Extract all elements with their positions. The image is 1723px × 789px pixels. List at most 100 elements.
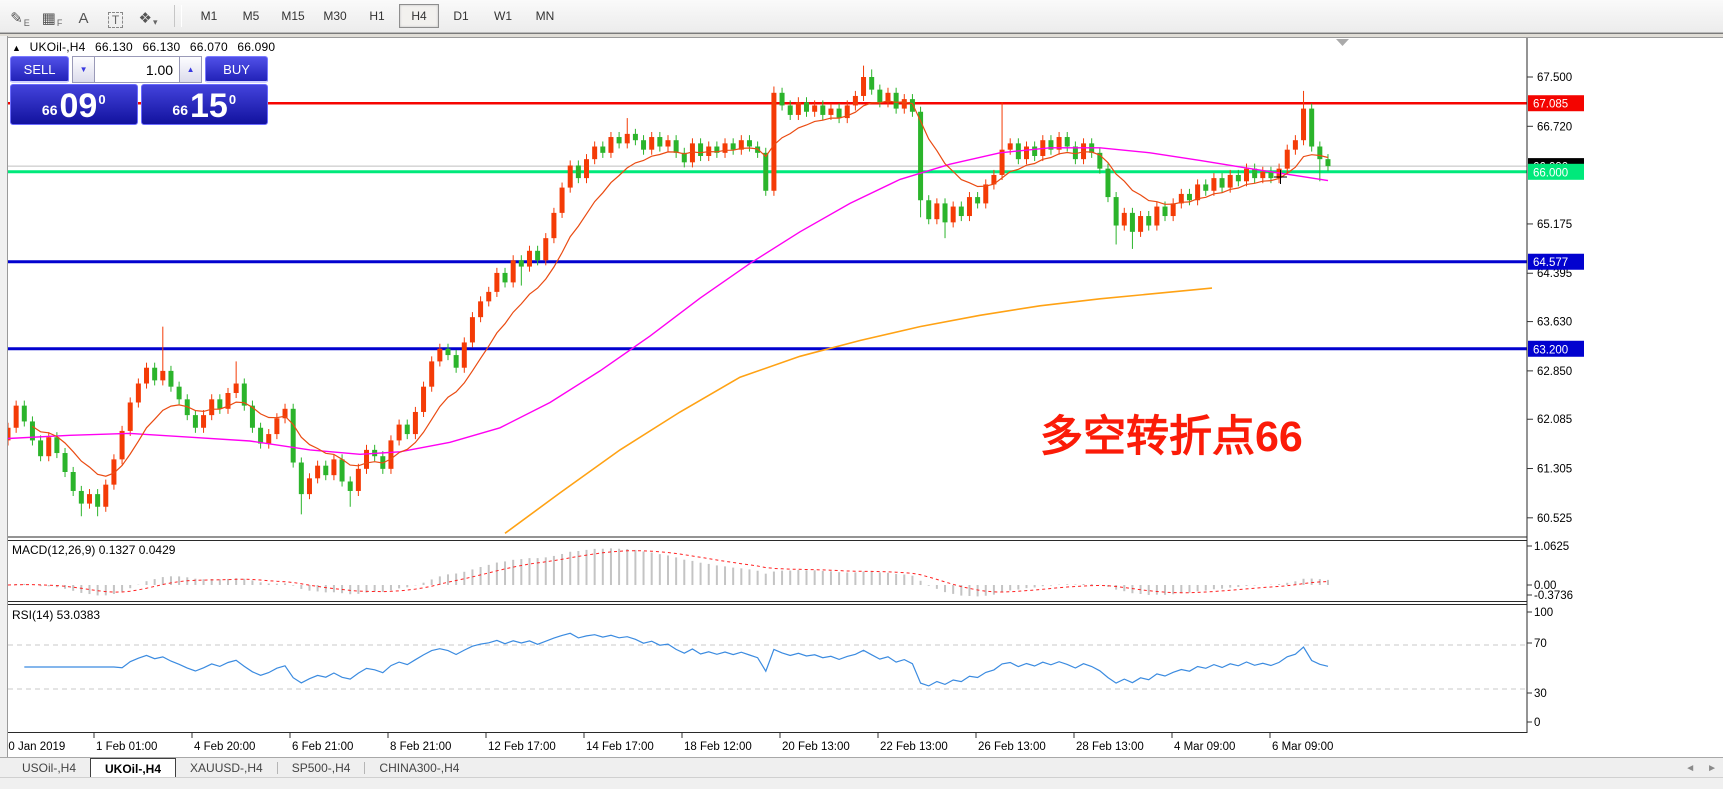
bar-open-value: 66.130	[95, 40, 133, 54]
timeframe-button-h1[interactable]: H1	[369, 9, 385, 23]
svg-text:20 Feb 13:00: 20 Feb 13:00	[782, 741, 850, 753]
sell-price-prefix: 66	[41, 102, 58, 118]
label-a-icon[interactable]: A	[78, 10, 89, 27]
svg-text:64.395: 64.395	[1537, 268, 1572, 280]
bar-high-value: 66.130	[142, 40, 181, 54]
tab-separator	[276, 762, 278, 774]
buy-button[interactable]: BUY	[205, 56, 268, 83]
chart-tab-china300h4[interactable]: CHINA300-,H4	[379, 761, 460, 775]
svg-text:30 Jan 2019: 30 Jan 2019	[2, 741, 65, 753]
svg-text:14 Feb 17:00: 14 Feb 17:00	[586, 741, 654, 753]
svg-text:63.200: 63.200	[1533, 344, 1568, 356]
rsi-line	[24, 632, 1329, 687]
bar-low-value: 66.070	[189, 40, 228, 54]
svg-text:66.720: 66.720	[1537, 121, 1572, 133]
chart-title: ▲ UKOil-,H4 66.130 66.130 66.070 66.090	[12, 40, 281, 54]
timeframe-button-m30[interactable]: M30	[323, 9, 347, 23]
chart-symbol-label: UKOil-,H4	[29, 40, 86, 54]
svg-text:6 Mar 09:00: 6 Mar 09:00	[1272, 741, 1333, 753]
svg-text:61.305: 61.305	[1537, 464, 1572, 476]
fast-ma-line	[32, 100, 1329, 477]
draw-channel-icon[interactable]: ✎ E	[10, 10, 30, 28]
drawing-toolbar: ✎ E ▦ F A T ❖ ▾	[4, 4, 164, 28]
crosshair-marker	[1274, 170, 1287, 184]
sell-price-pip: 0	[98, 92, 106, 107]
timeframe-button-w1[interactable]: W1	[494, 9, 512, 23]
macd-axis: 1.0625 0.00-0.3736	[1527, 541, 1573, 602]
timeframe-button-m15[interactable]: M15	[281, 9, 305, 23]
timeframe-button-m5[interactable]: M5	[242, 9, 260, 23]
svg-text:100: 100	[1534, 607, 1553, 619]
toolbar-separator	[174, 5, 182, 27]
tab-scroll-controls: ◄ ►	[1679, 758, 1723, 778]
chart-tab-xauusdh4[interactable]: XAUUSD-,H4	[190, 761, 263, 775]
svg-text:6 Feb 21:00: 6 Feb 21:00	[292, 741, 353, 753]
macd-signal-line	[7, 550, 1329, 594]
volume-input[interactable]	[95, 56, 180, 83]
svg-text:28 Feb 13:00: 28 Feb 13:00	[1076, 741, 1144, 753]
volume-decrease-button[interactable]: ▼	[72, 56, 96, 83]
sell-price-display[interactable]: 66 09 0	[10, 84, 138, 125]
chart-tab-usoilh4[interactable]: USOil-,H4	[22, 761, 77, 775]
svg-text:30: 30	[1534, 688, 1547, 700]
date-axis: 30 Jan 2019 1 Feb 01:00 4 Feb 20:00 6 Feb 2…	[0, 733, 1333, 753]
window-frame-top	[0, 33, 1723, 38]
svg-text:1.0625: 1.0625	[1534, 541, 1569, 553]
sell-button[interactable]: SELL	[10, 56, 70, 83]
svg-text:0.00: 0.00	[1534, 580, 1556, 592]
svg-text:62.850: 62.850	[1537, 366, 1572, 378]
bar-close-value: 66.090	[237, 40, 276, 54]
svg-text:22 Feb 13:00: 22 Feb 13:00	[880, 741, 948, 753]
chart-tab-sp500h4[interactable]: SP500-,H4	[291, 761, 351, 775]
textbox-icon[interactable]: T	[102, 4, 130, 28]
chart-tab-bar: USOil-,H4 UKOil-,H4 XAUUSD-,H4 SP500-,H4 CHI…	[0, 757, 1723, 778]
tab-separator	[364, 762, 366, 774]
collapse-triangle-icon[interactable]: ▲	[12, 43, 22, 53]
slow-ma-line	[504, 287, 1213, 534]
chart-text-annotation: 多空转折点66	[1040, 413, 1303, 461]
buy-price-prefix: 66	[172, 102, 188, 118]
grid-icon[interactable]: ▦ F	[41, 10, 63, 28]
svg-text:64.577: 64.577	[1533, 257, 1568, 269]
svg-text:0: 0	[1534, 717, 1540, 729]
tab-scroll-left-icon[interactable]: ◄	[1685, 762, 1696, 774]
svg-text:12 Feb 17:00: 12 Feb 17:00	[488, 741, 556, 753]
svg-text:70: 70	[1534, 638, 1547, 650]
chart-tabs: USOil-,H4 UKOil-,H4 XAUUSD-,H4 SP500-,H4 CHI…	[8, 758, 473, 778]
svg-text:60.525: 60.525	[1537, 513, 1572, 525]
chart-shift-marker-icon[interactable]	[1336, 39, 1349, 46]
chart-tab-ukoilh4[interactable]: UKOil-,H4	[90, 758, 177, 778]
svg-text:26 Feb 13:00: 26 Feb 13:00	[978, 741, 1046, 753]
svg-text:-0.3736: -0.3736	[1534, 590, 1573, 602]
timeframe-toolbar: M1 M5 M15 M30 H1 H4 D1 W1 MN	[188, 4, 566, 28]
sell-price-main: 09	[59, 87, 98, 125]
cursor-arrows-icon[interactable]: ❖ ▾	[138, 10, 158, 27]
one-click-trade-panel: SELL ▼ ▲ BUY 66 09 0 66 15 0	[10, 56, 268, 125]
buy-price-pip: 0	[228, 92, 237, 107]
timeframe-button-m1[interactable]: M1	[200, 9, 218, 23]
rsi-axis: 100 70 30 0	[1527, 607, 1553, 729]
macd-indicator-label: MACD(12,26,9) 0.1327 0.0429	[12, 543, 176, 557]
svg-text:66.000: 66.000	[1533, 167, 1568, 179]
timeframe-button-mn[interactable]: MN	[535, 9, 555, 23]
svg-text:1 Feb 01:00: 1 Feb 01:00	[96, 741, 157, 753]
buy-price-display[interactable]: 66 15 0	[140, 84, 268, 125]
timeframe-button-h4[interactable]: H4	[399, 4, 439, 28]
svg-text:4 Mar 09:00: 4 Mar 09:00	[1174, 741, 1235, 753]
tab-scroll-right-icon[interactable]: ►	[1707, 762, 1717, 774]
medium-ma-line	[7, 147, 1329, 456]
svg-text:4 Feb 20:00: 4 Feb 20:00	[194, 741, 255, 753]
svg-text:67.085: 67.085	[1533, 99, 1568, 111]
svg-text:63.630: 63.630	[1537, 317, 1572, 329]
window-frame-left	[0, 36, 8, 789]
rsi-indicator-label: RSI(14) 53.0383	[12, 608, 101, 622]
status-strip	[0, 777, 1723, 789]
timeframe-button-d1[interactable]: D1	[453, 9, 469, 23]
price-axis: 67.500 66.720 65.175 64.395 63.630 62.850 62.0…	[1527, 72, 1584, 525]
buy-price-main: 15	[190, 87, 228, 125]
top-toolbar: ✎ E ▦ F A T ❖ ▾ M1 M5 M15 M30 H1 H4 D1 W1 MN	[0, 0, 1723, 33]
volume-increase-button[interactable]: ▲	[179, 56, 203, 83]
svg-text:67.500: 67.500	[1537, 72, 1572, 84]
